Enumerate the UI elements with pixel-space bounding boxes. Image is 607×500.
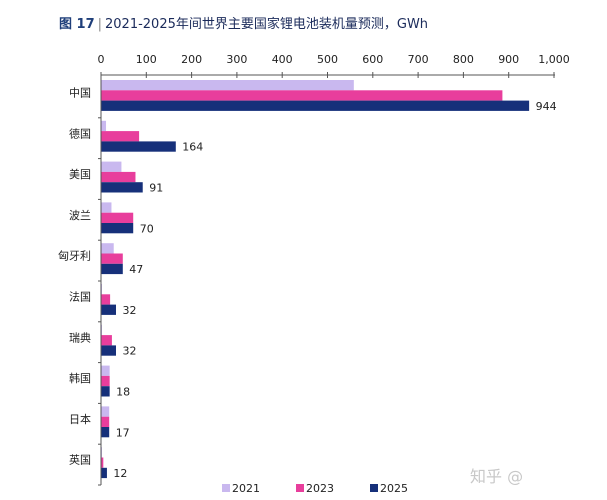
data-label: 12 xyxy=(113,467,127,480)
legend-label: 2021 xyxy=(232,482,260,495)
bar-2025 xyxy=(101,223,134,234)
category-label: 英国 xyxy=(69,453,91,467)
bar-2023 xyxy=(101,375,110,387)
category-label: 瑞典 xyxy=(69,330,91,344)
bar-2021 xyxy=(101,243,114,254)
bar-2023 xyxy=(101,457,104,468)
bar-2025 xyxy=(101,304,116,315)
bar-2021 xyxy=(101,365,110,376)
bar-2023 xyxy=(101,416,110,427)
x-tick-label: 300 xyxy=(226,53,247,66)
x-tick-label: 1,000 xyxy=(538,53,570,66)
bar-2025 xyxy=(101,182,143,193)
x-tick-label: 900 xyxy=(498,53,519,66)
category-label: 德国 xyxy=(69,126,91,140)
category-label: 韩国 xyxy=(69,371,91,385)
x-tick-label: 400 xyxy=(272,53,293,66)
bar-2023 xyxy=(101,335,112,346)
bar-2021 xyxy=(101,161,122,172)
category-label: 法国 xyxy=(69,289,91,303)
title-separator: | xyxy=(97,17,103,32)
bar-2021 xyxy=(101,80,354,91)
data-label: 70 xyxy=(140,222,154,235)
legend-swatch-2021 xyxy=(222,484,230,492)
bar-2021 xyxy=(101,202,112,213)
bar-2025 xyxy=(101,345,116,356)
data-label: 32 xyxy=(122,345,136,358)
legend-label: 2025 xyxy=(380,482,408,495)
bar-2025 xyxy=(101,386,110,397)
bar-2023 xyxy=(101,212,134,223)
legend-swatch-2025 xyxy=(370,484,378,492)
chart-title: 图 17 | 2021-2025年间世界主要国家锂电池装机量预测，GWh xyxy=(59,13,428,32)
x-tick-label: 200 xyxy=(181,53,202,66)
category-label: 日本 xyxy=(69,412,91,426)
bar-2025 xyxy=(101,100,530,111)
data-label: 17 xyxy=(116,426,130,439)
bar-2023 xyxy=(101,171,136,183)
watermark: 知乎 @ xyxy=(470,467,524,486)
bar-2025 xyxy=(101,427,110,438)
x-tick-label: 700 xyxy=(408,53,429,66)
legend-label: 2023 xyxy=(306,482,334,495)
category-label: 美国 xyxy=(69,168,91,181)
data-label: 18 xyxy=(116,386,130,399)
bar-2023 xyxy=(101,131,140,142)
bar-2025 xyxy=(101,467,107,479)
title-text: 2021-2025年间世界主要国家锂电池装机量预测，GWh xyxy=(105,17,429,32)
data-label: 164 xyxy=(182,141,203,154)
figure-number: 图 17 xyxy=(59,17,95,32)
bar-2025 xyxy=(101,141,176,152)
bar-2025 xyxy=(101,263,123,275)
category-label: 中国 xyxy=(69,86,91,99)
bar-2021 xyxy=(101,120,107,132)
bar-2023 xyxy=(101,294,111,305)
x-tick-label: 800 xyxy=(453,53,474,66)
x-tick-label: 600 xyxy=(362,53,383,66)
x-tick-label: 0 xyxy=(98,53,105,66)
bar-2023 xyxy=(101,253,123,264)
category-label: 波兰 xyxy=(69,209,91,222)
legend-swatch-2023 xyxy=(296,484,304,492)
data-label: 944 xyxy=(536,100,557,113)
data-label: 32 xyxy=(122,304,136,317)
x-tick-label: 100 xyxy=(136,53,157,66)
x-tick-label: 500 xyxy=(317,53,338,66)
category-label: 匈牙利 xyxy=(58,249,91,263)
bar-2023 xyxy=(101,90,503,101)
data-label: 47 xyxy=(129,263,143,276)
bar-2021 xyxy=(101,406,110,417)
data-label: 91 xyxy=(149,182,163,195)
